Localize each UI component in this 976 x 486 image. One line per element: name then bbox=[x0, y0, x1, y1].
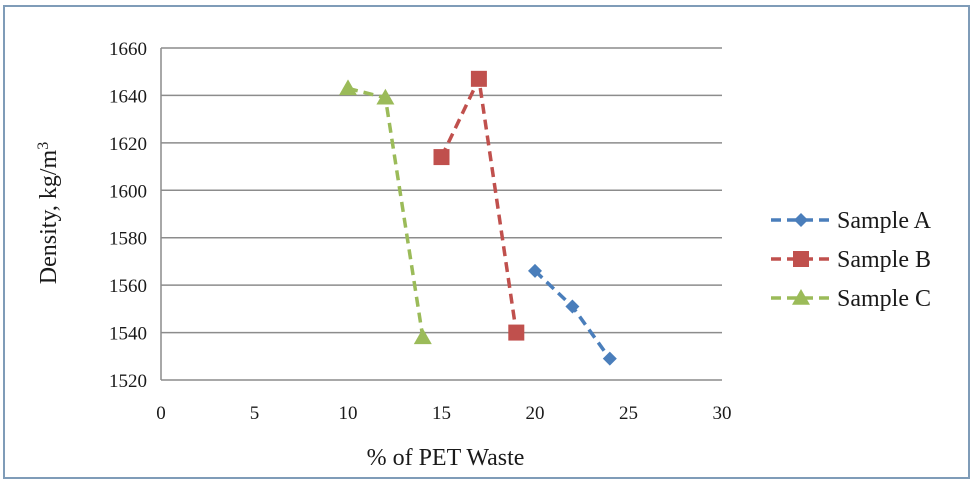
data-point-sample-c-2 bbox=[413, 328, 432, 345]
grid-lines bbox=[161, 47, 722, 334]
data-point-sample-a-2 bbox=[602, 351, 617, 366]
legend: Sample A Sample B Sample C bbox=[771, 208, 932, 312]
legend-item-sample-c: Sample C bbox=[771, 286, 931, 312]
x-tick-label-25: 25 bbox=[619, 403, 638, 424]
legend-marker-sample-a bbox=[794, 213, 808, 227]
x-tick-label-10: 10 bbox=[339, 403, 358, 424]
y-axis-title-main: Density, kg/m bbox=[36, 149, 62, 284]
axes bbox=[160, 48, 722, 381]
data-point-sample-a-1 bbox=[565, 299, 580, 314]
x-axis-title: % of PET Waste bbox=[367, 445, 525, 471]
legend-label-sample-c: Sample C bbox=[837, 286, 931, 312]
y-tick-label-1620: 1620 bbox=[109, 134, 147, 155]
series-line-sample-b bbox=[439, 72, 519, 333]
series-line-sample-c bbox=[347, 86, 425, 338]
data-point-sample-b-2 bbox=[508, 324, 525, 341]
x-tick-label-0: 0 bbox=[156, 403, 166, 424]
series-line-sample-a bbox=[533, 269, 612, 360]
series-group bbox=[339, 70, 617, 366]
x-tick-label-15: 15 bbox=[432, 403, 451, 424]
legend-marker-sample-c bbox=[792, 289, 810, 305]
data-point-sample-c-1 bbox=[376, 88, 395, 105]
data-point-sample-a-0 bbox=[528, 263, 542, 278]
series-sample-b bbox=[433, 70, 525, 341]
series-sample-a bbox=[528, 263, 617, 366]
y-axis-title-superscript: 3 bbox=[35, 142, 52, 150]
y-tick-label-1580: 1580 bbox=[109, 229, 147, 250]
legend-label-sample-a: Sample A bbox=[837, 208, 932, 234]
y-axis-title: Density, kg/m3 bbox=[35, 142, 63, 284]
y-tick-label-1560: 1560 bbox=[109, 276, 147, 297]
x-tick-label-5: 5 bbox=[250, 403, 260, 424]
x-tick-label-30: 30 bbox=[713, 403, 732, 424]
y-tick-label-1600: 1600 bbox=[109, 181, 147, 202]
y-tick-label-1640: 1640 bbox=[109, 86, 147, 107]
legend-item-sample-a: Sample A bbox=[771, 208, 932, 234]
legend-label-sample-b: Sample B bbox=[837, 247, 931, 273]
series-sample-c bbox=[339, 79, 432, 345]
legend-item-sample-b: Sample B bbox=[771, 247, 931, 273]
y-tick-label-1660: 1660 bbox=[109, 39, 147, 60]
y-tick-label-1520: 1520 bbox=[109, 371, 147, 392]
x-tick-label-20: 20 bbox=[526, 403, 545, 424]
data-point-sample-b-1 bbox=[470, 70, 487, 87]
data-point-sample-c-0 bbox=[339, 79, 357, 96]
data-point-sample-b-0 bbox=[433, 149, 450, 166]
y-tick-label-1540: 1540 bbox=[109, 324, 147, 345]
legend-marker-sample-b bbox=[793, 251, 809, 267]
